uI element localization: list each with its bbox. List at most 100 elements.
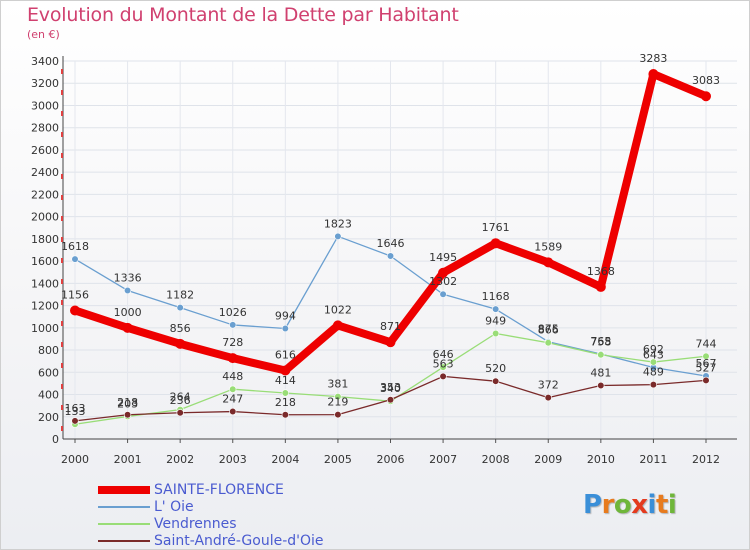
grid-lines xyxy=(63,60,737,439)
data-point xyxy=(70,305,80,316)
data-label: 692 xyxy=(643,343,664,356)
data-label: 1646 xyxy=(377,237,405,250)
logo-letter: x xyxy=(631,490,648,520)
data-point xyxy=(439,372,447,381)
legend-swatch xyxy=(98,523,150,525)
data-label: 643 xyxy=(643,349,664,362)
data-label: 236 xyxy=(170,394,191,407)
data-label: 1368 xyxy=(587,265,615,278)
data-label: 520 xyxy=(485,362,506,375)
data-label: 527 xyxy=(696,361,717,374)
y-tick-label: 1800 xyxy=(31,233,59,246)
data-point xyxy=(281,411,289,419)
y-tick-label: 3200 xyxy=(31,77,59,90)
axes xyxy=(61,56,737,443)
y-tick-label: 400 xyxy=(38,389,59,402)
data-label: 218 xyxy=(117,396,138,409)
data-label: 203 xyxy=(117,397,138,410)
data-label: 567 xyxy=(696,357,717,370)
data-label: 616 xyxy=(275,349,296,362)
data-point xyxy=(71,417,79,425)
legend-swatch xyxy=(98,540,150,542)
data-point xyxy=(544,339,552,347)
data-point xyxy=(386,396,395,404)
data-point xyxy=(492,305,500,313)
data-label: 340 xyxy=(380,382,401,395)
data-label: 353 xyxy=(380,381,401,394)
x-tick-label: 2000 xyxy=(61,453,89,466)
data-point xyxy=(649,381,658,389)
data-point xyxy=(334,393,342,401)
y-tick-label: 1000 xyxy=(31,322,59,335)
x-tick-label: 2006 xyxy=(377,453,405,466)
y-tick-label: 800 xyxy=(38,344,59,357)
x-tick-label: 2008 xyxy=(482,453,510,466)
y-tick-label: 200 xyxy=(38,411,59,424)
data-point xyxy=(597,351,605,359)
data-point xyxy=(385,337,396,348)
data-label: 1168 xyxy=(482,290,510,303)
data-point xyxy=(544,394,552,402)
data-label: 563 xyxy=(433,357,454,370)
y-tick-label: 2600 xyxy=(31,144,59,157)
y-tick-label: 3000 xyxy=(31,99,59,112)
x-tick-label: 2012 xyxy=(692,453,720,466)
x-tick-label: 2001 xyxy=(114,453,142,466)
data-point xyxy=(595,281,606,292)
x-tick-label: 2004 xyxy=(271,453,299,466)
data-label: 3283 xyxy=(639,52,667,65)
data-label: 3083 xyxy=(692,74,720,87)
logo-letter: o xyxy=(613,490,632,520)
data-point xyxy=(332,320,343,331)
data-label: 489 xyxy=(643,366,664,379)
y-tick-label: 2800 xyxy=(31,122,59,135)
data-label: 1000 xyxy=(114,306,142,319)
data-point xyxy=(648,69,659,80)
y-tick-label: 2000 xyxy=(31,211,59,224)
data-point xyxy=(229,321,237,329)
data-point xyxy=(334,411,342,419)
y-tick-label: 2400 xyxy=(31,166,59,179)
data-label: 758 xyxy=(590,336,611,349)
data-point xyxy=(597,381,605,390)
x-tick-labels: 2000 2001 2002 2003 2004 2005 2006 2007 2008 2009… xyxy=(61,453,720,466)
legend-label: L' Oie xyxy=(154,499,194,515)
data-point xyxy=(176,303,184,312)
legend-label: Vendrennes xyxy=(154,516,237,532)
data-label: 1026 xyxy=(219,306,247,319)
data-point xyxy=(122,322,133,333)
series-lines xyxy=(70,69,711,428)
data-point xyxy=(649,358,658,366)
x-tick-label: 2002 xyxy=(166,453,194,466)
data-label: 728 xyxy=(222,336,243,349)
data-label: 765 xyxy=(590,335,611,348)
data-label: 481 xyxy=(590,367,611,380)
data-label: 1336 xyxy=(114,271,142,284)
y-tick-label: 1600 xyxy=(31,255,59,268)
x-tick-label: 2007 xyxy=(429,453,457,466)
data-point xyxy=(702,376,710,385)
data-point xyxy=(492,329,500,338)
x-tick-label: 2005 xyxy=(324,453,352,466)
data-point xyxy=(123,411,132,419)
data-labels: 1618 1336 1182 1026 994 1823 1646 1302 1168 875 76… xyxy=(61,52,720,418)
data-point xyxy=(543,257,554,268)
legend-item: SAINTE-FLORENCE xyxy=(98,482,428,499)
y-tick-label: 3400 xyxy=(31,55,59,68)
data-label: 163 xyxy=(65,402,86,415)
data-label: 218 xyxy=(275,396,296,409)
x-tick-label: 2009 xyxy=(534,453,562,466)
data-point xyxy=(280,365,291,376)
data-point xyxy=(492,377,500,385)
data-point xyxy=(281,324,289,333)
data-point xyxy=(439,363,447,371)
data-label: 949 xyxy=(485,314,506,327)
data-point xyxy=(438,267,449,278)
data-label: 994 xyxy=(275,309,296,322)
data-label: 871 xyxy=(380,320,401,333)
legend-swatch xyxy=(98,506,150,508)
y-tick-labels: 0 200 400 600 800 1000 1200 1400 1600 1800 2000 220… xyxy=(31,55,59,446)
chart-subtitle: (en €) xyxy=(27,28,60,41)
